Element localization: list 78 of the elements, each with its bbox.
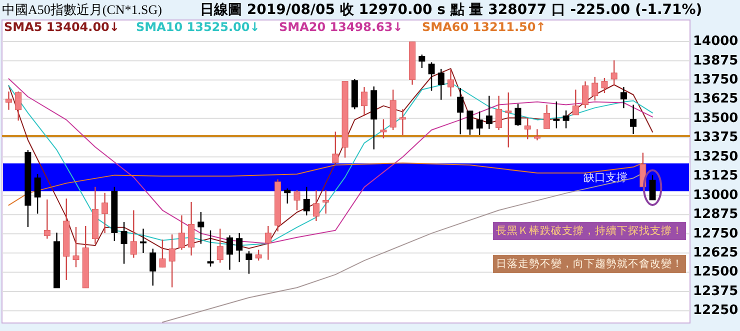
- candlestick: [553, 100, 560, 129]
- candlestick: [601, 77, 608, 94]
- text: SMA60 13211.50↑: [422, 20, 546, 34]
- candlestick: [322, 190, 330, 214]
- y-tick-label: 14000: [693, 34, 738, 50]
- annotation: 長黑Ｋ棒跌破支撐，持續下探找支撐！: [496, 224, 683, 237]
- candlestick: [448, 69, 454, 98]
- candlestick: [496, 95, 502, 131]
- candlestick: [544, 104, 550, 130]
- candlestick: [514, 103, 522, 126]
- candlestick: [486, 95, 492, 130]
- candlestick: [34, 174, 41, 214]
- candlestick: [178, 214, 185, 250]
- y-tick-label: 12625: [693, 246, 738, 261]
- candlestick: [130, 210, 137, 258]
- candlestick: [418, 54, 426, 69]
- y-tick-label: 13125: [693, 168, 738, 184]
- candlestick: [150, 248, 156, 286]
- candlestick: [216, 228, 224, 264]
- candlestick: [188, 201, 195, 256]
- candlestick: [620, 86, 627, 109]
- candlestick: [332, 131, 339, 164]
- candlestick: [5, 90, 12, 110]
- y-tick-label: 13375: [693, 130, 738, 146]
- candlestick: [15, 90, 22, 122]
- text: SMA20 13498.63↓: [279, 20, 403, 34]
- candlestick: [246, 250, 252, 274]
- y-tick-label: 12250: [693, 303, 738, 318]
- candlestick: [168, 234, 176, 288]
- candlestick: [198, 211, 204, 244]
- candlestick: [294, 190, 300, 211]
- candlestick: [610, 60, 618, 86]
- candlestick: [399, 108, 406, 136]
- candlestick: [582, 80, 588, 109]
- candlestick: [140, 228, 146, 254]
- candlestick: [630, 104, 637, 135]
- candlestick: [592, 76, 598, 102]
- chart-subtitle: 日線圖 2019/08/05 收 12970.00 s 點 量 328077 口 -225.00 (-1.71%): [200, 2, 702, 18]
- y-tick-label: 13875: [693, 53, 738, 68]
- candlestick: [476, 110, 483, 136]
- annotation: 日落走勢不變，向下趨勢就不會改變！: [496, 257, 683, 270]
- candlestick: [438, 68, 444, 100]
- y-tick-label: 12750: [693, 226, 738, 242]
- candlestick: [255, 249, 262, 262]
- candlestick: [102, 192, 108, 234]
- candlestick: [159, 239, 166, 268]
- y-tick-label: 13250: [693, 149, 738, 164]
- candlestick: [120, 221, 128, 264]
- text: SMA10 13525.00↓: [136, 20, 260, 34]
- candlestick: [534, 128, 540, 141]
- y-tick-label: 13000: [693, 188, 738, 203]
- candlestick: [524, 118, 531, 140]
- candlestick: [312, 190, 320, 222]
- candlestick: [284, 188, 291, 204]
- y-tick-label: 13625: [693, 92, 738, 107]
- candlestick: [226, 234, 233, 270]
- candlestick: [207, 230, 214, 268]
- candlestick: [572, 89, 579, 116]
- candlestick: [505, 92, 512, 148]
- candlestick: [649, 174, 656, 201]
- candlestick: [562, 110, 570, 129]
- candlestick: [72, 226, 80, 268]
- candlestick: [236, 232, 243, 263]
- y-tick-label: 12875: [693, 207, 738, 222]
- y-tick-label: 12375: [693, 284, 738, 299]
- candlestick: [457, 87, 464, 135]
- y-tick-label: 12500: [693, 264, 738, 280]
- candlestick: [466, 110, 474, 136]
- candlestick: [44, 198, 50, 240]
- candlestick: [264, 225, 272, 260]
- y-tick-label: 13750: [693, 72, 738, 88]
- candlestick: [380, 118, 387, 139]
- candlestick: [303, 186, 310, 216]
- text: SMA5 13404.00↓: [4, 20, 120, 34]
- chart-title: 中國A50指數近月(CN*1.SG): [2, 2, 162, 17]
- y-tick-label: 13500: [693, 110, 738, 126]
- candlestick: [361, 86, 368, 116]
- candlestick: [428, 62, 435, 92]
